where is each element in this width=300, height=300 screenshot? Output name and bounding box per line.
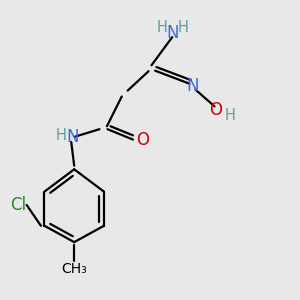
- Text: H: H: [225, 108, 236, 123]
- Text: H: H: [177, 20, 188, 35]
- Text: CH₃: CH₃: [61, 262, 87, 276]
- Text: H: H: [157, 20, 167, 35]
- Text: N: N: [67, 128, 79, 146]
- Text: O: O: [209, 101, 222, 119]
- Text: N: N: [187, 77, 199, 95]
- Text: Cl: Cl: [10, 196, 26, 214]
- Text: H: H: [56, 128, 66, 142]
- Text: N: N: [166, 24, 178, 42]
- Text: O: O: [136, 130, 149, 148]
